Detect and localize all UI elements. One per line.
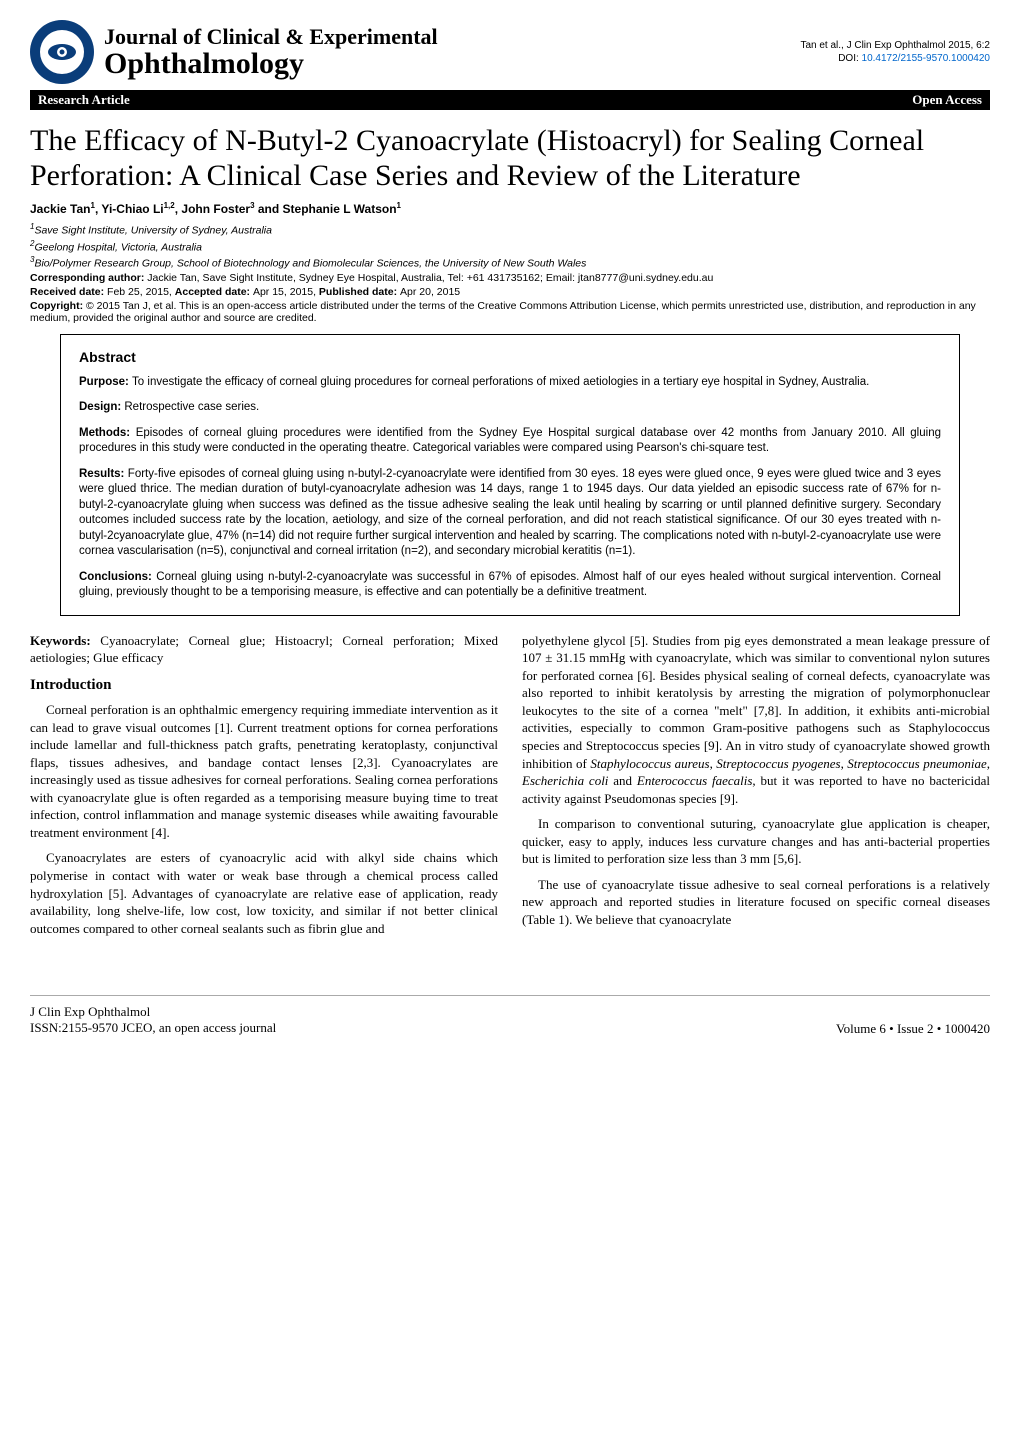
header: Journal of Clinical & Experimental Ophth… xyxy=(30,20,990,84)
dates: Received date: Feb 25, 2015, Accepted da… xyxy=(30,286,990,298)
copyright: Copyright: © 2015 Tan J, et al. This is … xyxy=(30,300,990,324)
journal-title-line2: Ophthalmology xyxy=(104,48,438,80)
footer-right: Volume 6 • Issue 2 • 1000420 xyxy=(836,1021,990,1037)
citation-block: Tan et al., J Clin Exp Ophthalmol 2015, … xyxy=(800,39,990,65)
section-heading-introduction: Introduction xyxy=(30,675,498,695)
abstract-design: Design: Retrospective case series. xyxy=(79,400,941,416)
article-type: Research Article xyxy=(38,92,130,108)
body-columns: Keywords: Cyanoacrylate; Corneal glue; H… xyxy=(30,632,990,945)
affiliation: 2Geelong Hospital, Victoria, Australia xyxy=(30,239,990,254)
body-para: The use of cyanoacrylate tissue adhesive… xyxy=(522,876,990,929)
corresponding-author: Corresponding author: Jackie Tan, Save S… xyxy=(30,272,990,284)
abstract-results: Results: Forty-five episodes of corneal … xyxy=(79,467,941,560)
keywords: Keywords: Cyanoacrylate; Corneal glue; H… xyxy=(30,632,498,667)
abstract-purpose: Purpose: To investigate the efficacy of … xyxy=(79,375,941,391)
article-title: The Efficacy of N-Butyl-2 Cyanoacrylate … xyxy=(30,124,990,193)
body-para: In comparison to conventional suturing, … xyxy=(522,815,990,868)
body-para: Cyanoacrylates are esters of cyanoacryli… xyxy=(30,849,498,937)
journal-title-line1: Journal of Clinical & Experimental xyxy=(104,25,438,48)
article-type-bar: Research Article Open Access xyxy=(30,90,990,110)
citation: Tan et al., J Clin Exp Ophthalmol 2015, … xyxy=(800,39,990,52)
left-column: Keywords: Cyanoacrylate; Corneal glue; H… xyxy=(30,632,498,945)
abstract-methods: Methods: Episodes of corneal gluing proc… xyxy=(79,426,941,457)
journal-title: Journal of Clinical & Experimental Ophth… xyxy=(104,25,438,80)
affiliation: 3Bio/Polymer Research Group, School of B… xyxy=(30,255,990,270)
body-para: polyethylene glycol [5]. Studies from pi… xyxy=(522,632,990,807)
abstract-heading: Abstract xyxy=(79,349,941,365)
doi-link[interactable]: 10.4172/2155-9570.1000420 xyxy=(862,53,990,64)
footer: J Clin Exp Ophthalmol ISSN:2155-9570 JCE… xyxy=(30,995,990,1037)
logo-block: Journal of Clinical & Experimental Ophth… xyxy=(30,20,438,84)
abstract-conclusions: Conclusions: Corneal gluing using n-buty… xyxy=(79,570,941,601)
abstract-box: Abstract Purpose: To investigate the eff… xyxy=(60,334,960,616)
open-access-label: Open Access xyxy=(912,92,982,108)
eye-icon xyxy=(47,43,77,61)
journal-logo xyxy=(30,20,94,84)
affiliation: 1Save Sight Institute, University of Syd… xyxy=(30,222,990,237)
author-list: Jackie Tan1, Yi-Chiao Li1,2, John Foster… xyxy=(30,201,990,216)
footer-left: J Clin Exp Ophthalmol ISSN:2155-9570 JCE… xyxy=(30,1004,276,1037)
doi-line: DOI: 10.4172/2155-9570.1000420 xyxy=(800,52,990,65)
body-para: Corneal perforation is an ophthalmic eme… xyxy=(30,701,498,841)
right-column: polyethylene glycol [5]. Studies from pi… xyxy=(522,632,990,945)
